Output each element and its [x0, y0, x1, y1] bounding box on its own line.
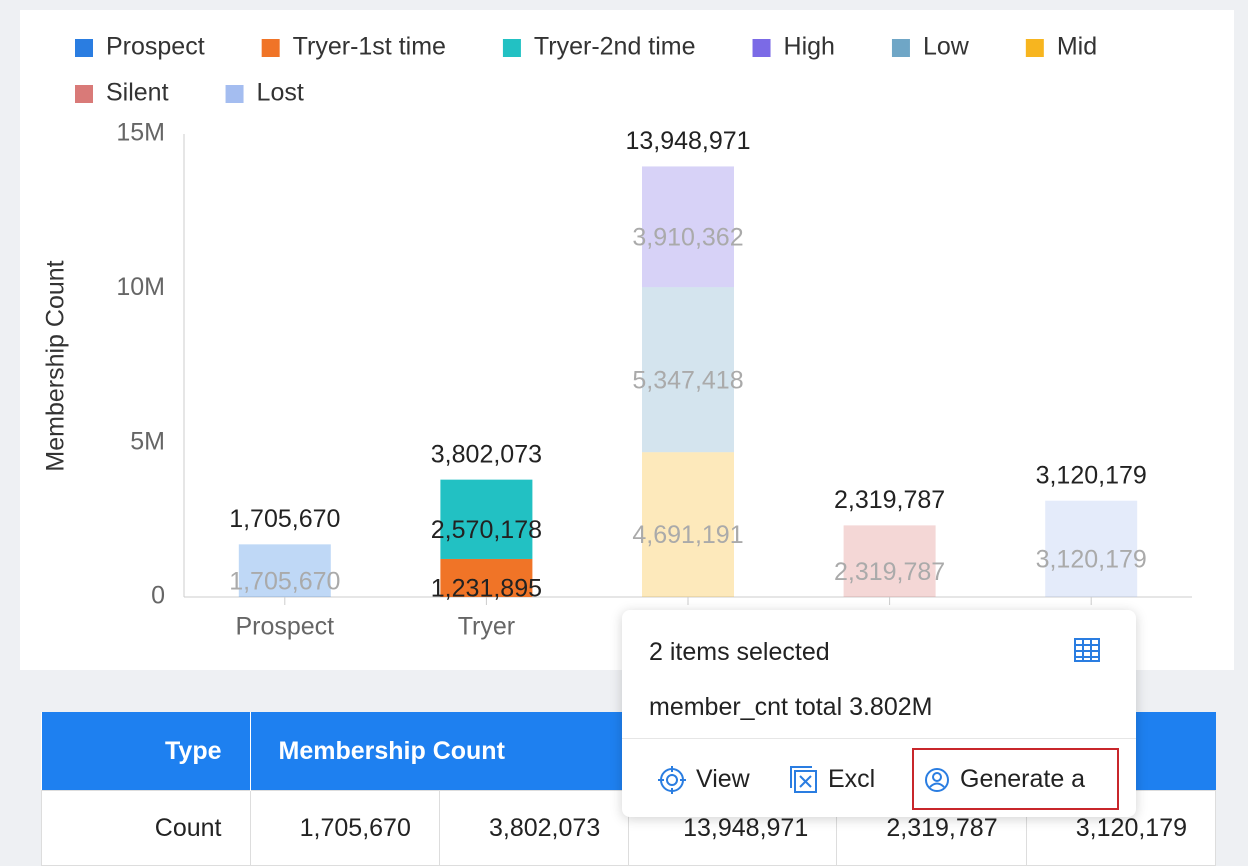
total-label: 3,120,179 — [1036, 461, 1147, 489]
bar-segment — [238, 544, 331, 597]
legend-label: Mid — [1057, 33, 1097, 61]
bar-segment — [642, 166, 734, 288]
view-button[interactable]: View — [658, 765, 750, 794]
legend-label: Lost — [257, 79, 304, 107]
legend-swatch — [261, 39, 280, 57]
view-icon — [658, 765, 686, 794]
segment-label: 1,705,670 — [229, 567, 340, 595]
segment-label: 3,120,179 — [1036, 545, 1147, 573]
page: Membership Count 0 5M 10M 15M Prospect Tryer-… — [20, 10, 1234, 866]
bar-segment — [642, 287, 734, 453]
y-tick-label: 15M — [116, 119, 165, 147]
legend-label: Silent — [106, 79, 169, 107]
y-tick-label: 0 — [151, 582, 165, 610]
x-tick-label: Tryer — [458, 613, 515, 641]
table-cell: 3,802,073 — [438, 790, 630, 866]
table-header: Type — [41, 712, 251, 791]
legend-swatch — [502, 39, 521, 57]
chart: Membership Count 0 5M 10M 15M Prospect Tryer-… — [20, 10, 1234, 670]
total-label: 1,705,670 — [229, 505, 340, 533]
legend-swatch — [75, 39, 93, 57]
chart-panel — [20, 10, 1234, 670]
separator — [622, 738, 1136, 739]
segment-label: 4,691,191 — [632, 521, 743, 549]
segment-label: 5,347,418 — [632, 366, 743, 394]
segment-label: 3,910,362 — [632, 223, 743, 251]
x-tick-label: Prospect — [235, 613, 334, 641]
bar-segment — [440, 479, 533, 559]
generate-button[interactable]: Generate a — [924, 765, 1085, 794]
segment-label: 2,319,787 — [834, 558, 945, 586]
y-tick-label: 5M — [130, 427, 165, 455]
legend-label: Tryer-1st time — [293, 33, 446, 61]
total-label: 3,802,073 — [431, 440, 542, 468]
legend-label: High — [784, 33, 835, 61]
total-label: 13,948,971 — [625, 127, 750, 155]
legend-label: Tryer-2nd time — [534, 33, 696, 61]
bar-segment — [440, 558, 533, 597]
bar-segment — [843, 525, 936, 597]
legend-swatch — [225, 85, 244, 103]
legend-swatch — [75, 85, 93, 103]
popup-summary: member_cnt total 3.802M — [649, 693, 933, 721]
legend-swatch — [1025, 39, 1044, 57]
total-label: 2,319,787 — [834, 486, 945, 514]
exclude-icon — [790, 765, 817, 793]
action-label: View — [696, 765, 750, 793]
action-label: Excl — [828, 765, 876, 793]
y-tick-label: 10M — [116, 273, 165, 301]
bar-segment — [642, 452, 734, 597]
highlight-box — [912, 748, 1119, 810]
y-axis-label: Membership Count — [42, 260, 70, 471]
exclude-button[interactable]: Excl — [790, 765, 875, 794]
segment-label: 2,570,178 — [431, 516, 542, 544]
legend-swatch — [752, 39, 771, 57]
legend-label: Low — [923, 33, 970, 61]
table-cell: Count — [41, 790, 251, 866]
legend-swatch — [891, 39, 910, 57]
selection-popup: 2 items selected member_cnt total 3.802M… — [622, 610, 1136, 817]
table-icon[interactable] — [1074, 638, 1100, 662]
segment-label: 1,231,895 — [431, 575, 542, 603]
action-label: Generate a — [960, 765, 1086, 793]
bar-segment — [1045, 500, 1138, 597]
generate-icon — [925, 767, 949, 792]
table-cell: 1,705,670 — [249, 790, 440, 866]
legend-label: Prospect — [106, 33, 205, 61]
popup-title: 2 items selected — [649, 638, 830, 666]
